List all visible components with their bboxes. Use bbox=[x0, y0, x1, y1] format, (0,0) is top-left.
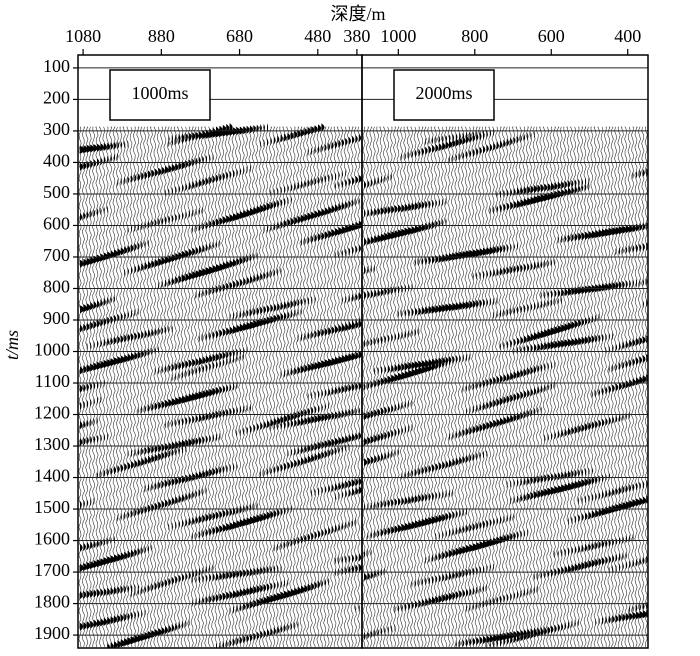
annotation-box bbox=[109, 69, 211, 121]
x-tick-label: 1080 bbox=[65, 26, 101, 46]
x-tick-label: 680 bbox=[226, 26, 253, 46]
y-tick-label: 1100 bbox=[35, 371, 70, 391]
wiggle-texture bbox=[78, 123, 648, 648]
y-tick-label: 600 bbox=[43, 214, 70, 234]
y-tick-label: 1700 bbox=[34, 560, 70, 580]
x-tick-label: 600 bbox=[538, 26, 565, 46]
y-tick-label: 1000 bbox=[34, 340, 70, 360]
y-tick-label: 1500 bbox=[34, 497, 70, 517]
y-tick-label: 500 bbox=[43, 182, 70, 202]
y-tick-label: 100 bbox=[43, 56, 70, 76]
x-tick-label: 880 bbox=[148, 26, 175, 46]
y-tick-label: 800 bbox=[43, 277, 70, 297]
annotation: 1000ms bbox=[131, 83, 188, 103]
y-tick-label: 1900 bbox=[34, 623, 70, 643]
annotation: 2000ms bbox=[415, 83, 472, 103]
x-tick-label: 1000 bbox=[380, 26, 416, 46]
y-tick-label: 1400 bbox=[34, 466, 70, 486]
panel-texture bbox=[362, 126, 648, 648]
y-tick-label: 1800 bbox=[34, 592, 70, 612]
y-tick-label: 1600 bbox=[34, 529, 70, 549]
y-tick-label: 400 bbox=[43, 151, 70, 171]
panel-texture bbox=[78, 123, 362, 648]
y-axis-title: t/ms bbox=[2, 330, 22, 360]
annotation-box bbox=[393, 69, 495, 121]
y-tick-label: 200 bbox=[43, 88, 70, 108]
y-tick-label: 1200 bbox=[34, 403, 70, 423]
y-tick-label: 900 bbox=[43, 308, 70, 328]
y-tick-label: 700 bbox=[43, 245, 70, 265]
axes: 1080 880 680 480 380 100 200 300 400 500 600 700 800… bbox=[34, 26, 649, 649]
y-tick-label: 300 bbox=[43, 119, 70, 139]
y-tick-label: 1300 bbox=[34, 434, 70, 454]
x-tick-label: 380 bbox=[343, 26, 370, 46]
x-tick-label: 800 bbox=[461, 26, 488, 46]
x-tick-label: 400 bbox=[614, 26, 641, 46]
x-tick-label: 480 bbox=[304, 26, 331, 46]
panel-frame bbox=[361, 54, 649, 649]
x-axis-title: 深度/m bbox=[330, 4, 385, 24]
